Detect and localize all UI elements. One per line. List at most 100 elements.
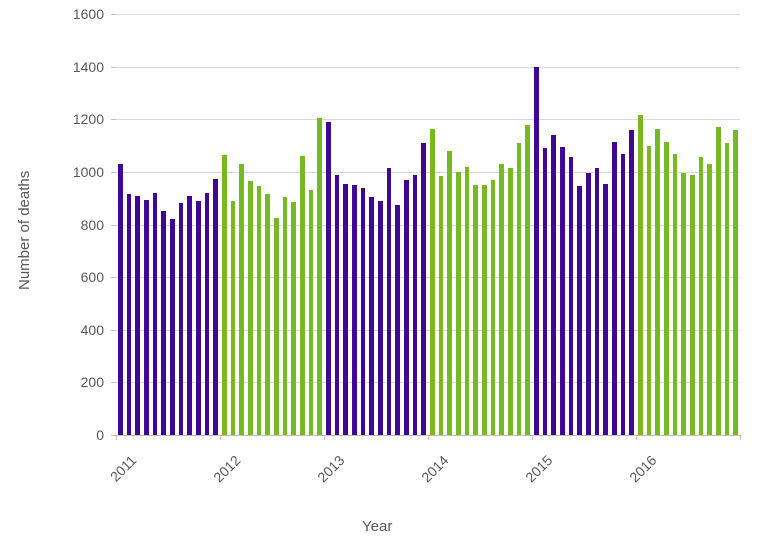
bar-2012-month-9 bbox=[291, 202, 296, 435]
bar-2013-month-9 bbox=[395, 204, 400, 435]
bar-2015-month-2 bbox=[542, 148, 548, 435]
x-axis-title: Year bbox=[362, 518, 393, 535]
bar-2011-month-12 bbox=[213, 178, 218, 435]
bar-2011-month-3 bbox=[187, 195, 192, 435]
bar-2016-month-10 bbox=[716, 127, 721, 435]
bar-2011-month-8 bbox=[178, 203, 184, 435]
y-axis-tick bbox=[111, 119, 116, 121]
bar-2012-month-10 bbox=[300, 156, 305, 435]
bar-2011-month-3 bbox=[135, 195, 140, 435]
bar-2014-month-6 bbox=[473, 185, 478, 435]
y-axis-tick bbox=[111, 66, 116, 68]
bar-2014-month-8 bbox=[490, 179, 496, 435]
bar-2013-month-5 bbox=[360, 187, 366, 435]
bar-2016-month-9 bbox=[707, 164, 712, 435]
bar-2016-month-3 bbox=[655, 128, 660, 435]
bar-2011-month-4 bbox=[144, 199, 149, 435]
bar-2011-month-5 bbox=[204, 192, 210, 435]
x-axis-tick bbox=[324, 435, 325, 440]
bar-2015-month-12 bbox=[629, 129, 634, 435]
bar-2011-month-6 bbox=[161, 211, 166, 435]
y-axis-title: Number of deaths bbox=[16, 170, 33, 290]
bar-2016-month-6 bbox=[681, 173, 686, 435]
bar-2014-month-9 bbox=[499, 164, 504, 435]
y-axis-tick-label: 600 bbox=[80, 269, 104, 286]
bar-2015-month-4 bbox=[560, 146, 565, 435]
y-axis-tick bbox=[111, 277, 116, 279]
bar-2013-month-1 bbox=[326, 121, 331, 435]
gridline bbox=[116, 171, 740, 173]
bar-2014-month-1 bbox=[430, 128, 435, 435]
bar-2013-month-8 bbox=[386, 167, 392, 435]
bar-2011-month-10 bbox=[196, 200, 201, 435]
y-axis-tick-label: 800 bbox=[80, 216, 104, 233]
bar-2016-month-8 bbox=[698, 157, 704, 435]
y-axis-tick bbox=[111, 224, 116, 226]
bar-2012-month-3 bbox=[239, 164, 244, 435]
y-axis-tick-label: 1000 bbox=[72, 163, 104, 180]
bar-2014-month-10 bbox=[508, 167, 513, 435]
x-axis-tick bbox=[428, 435, 429, 440]
bar-2011-month-7 bbox=[170, 219, 175, 435]
x-axis-tick-label: 2015 bbox=[521, 452, 556, 486]
gridline bbox=[116, 224, 740, 226]
x-axis-tick bbox=[220, 435, 221, 440]
bar-2016-month-12 bbox=[733, 129, 738, 435]
bar-2016-month-1 bbox=[638, 115, 643, 435]
bar-2012-month-5 bbox=[256, 186, 262, 435]
bar-2013-month-3 bbox=[343, 183, 348, 435]
bar-2016-month-2 bbox=[646, 145, 652, 435]
bar-2012-month-1 bbox=[222, 154, 227, 435]
bar-2014-month-3 bbox=[447, 150, 452, 435]
bar-2014-month-4 bbox=[456, 171, 461, 435]
bar-2016-month-11 bbox=[724, 142, 730, 435]
gridline bbox=[116, 329, 740, 331]
gridline bbox=[116, 119, 740, 121]
x-axis-tick-label: 2012 bbox=[209, 452, 244, 486]
y-axis-tick-label: 1400 bbox=[72, 58, 104, 75]
bar-2012-month-8 bbox=[282, 196, 288, 435]
y-axis-tick bbox=[111, 329, 116, 331]
bar-2014-month-12 bbox=[525, 124, 530, 435]
y-axis-tick-label: 1600 bbox=[72, 6, 104, 22]
bar-2013-month-12 bbox=[421, 142, 426, 435]
bar-2016-month-5 bbox=[672, 153, 678, 435]
gridline bbox=[116, 66, 740, 68]
bar-2011-month-5 bbox=[152, 192, 158, 435]
x-axis-tick bbox=[636, 435, 637, 440]
x-axis-tick-label: 2011 bbox=[106, 452, 140, 485]
y-axis-tick-label: 400 bbox=[80, 321, 104, 338]
bar-2014-month-2 bbox=[438, 175, 444, 435]
bar-2013-month-6 bbox=[369, 196, 374, 435]
bar-2015-month-1 bbox=[534, 66, 539, 435]
bar-2013-month-10 bbox=[404, 179, 409, 435]
y-axis-tick-label: 0 bbox=[96, 427, 104, 443]
bar-2015-month-5 bbox=[568, 157, 574, 435]
bar-2015-month-10 bbox=[612, 141, 617, 435]
bar-2015-month-8 bbox=[594, 167, 600, 435]
bar-2016-month-7 bbox=[690, 174, 695, 435]
bar-2015-month-11 bbox=[620, 153, 626, 435]
gridline bbox=[116, 14, 740, 15]
x-axis-tick bbox=[532, 435, 533, 440]
bar-2015-month-9 bbox=[603, 183, 608, 435]
bar-2013-month-7 bbox=[378, 200, 383, 435]
y-axis-tick bbox=[111, 382, 116, 384]
bar-2012-month-2 bbox=[230, 200, 236, 435]
bar-2015-month-7 bbox=[586, 173, 591, 435]
x-axis-tick-label: 2014 bbox=[417, 452, 452, 486]
x-axis-tick-label: 2016 bbox=[625, 452, 660, 486]
bar-2013-month-2 bbox=[412, 174, 418, 435]
bar-2011-month-2 bbox=[126, 194, 132, 435]
y-axis-tick-label: 1200 bbox=[72, 111, 104, 128]
bar-2016-month-4 bbox=[664, 141, 669, 435]
x-axis-tick-label: 2013 bbox=[313, 452, 348, 486]
gridline bbox=[116, 382, 740, 384]
bar-2011-month-1 bbox=[118, 164, 123, 435]
bar-2013-month-2 bbox=[334, 174, 340, 435]
x-axis-tick bbox=[116, 435, 117, 440]
y-axis-tick bbox=[111, 171, 116, 173]
bar-2014-month-6 bbox=[482, 185, 487, 435]
bar-2012-month-11 bbox=[308, 190, 314, 435]
